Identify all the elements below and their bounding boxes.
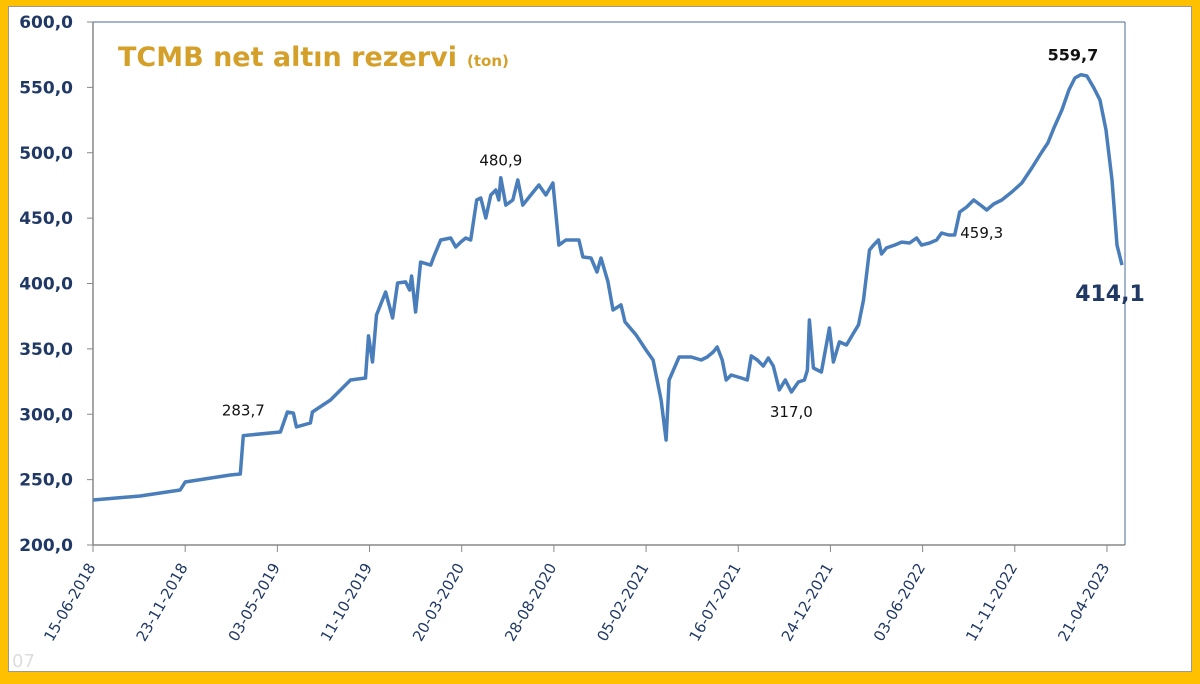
marks: 283,7 480,9 317,0 459,3 559,7 414,1 [92, 46, 1145, 502]
y-tick-label: 350,0 [19, 340, 73, 360]
x-tick-label: 20-03-2020 [409, 560, 468, 645]
x-tick-label: 28-08-2020 [501, 560, 560, 645]
y-tick-label: 550,0 [19, 78, 73, 98]
x-tick-label: 05-02-2021 [593, 560, 652, 645]
data-label: 414,1 [1075, 282, 1145, 307]
y-tick-label: 300,0 [19, 405, 73, 425]
x-tick-label: 23-11-2018 [132, 560, 191, 645]
x-tick-label: 03-05-2019 [225, 560, 284, 645]
series-line [92, 72, 1124, 502]
chart-title-unit: (ton) [467, 52, 509, 70]
y-tick-label: 400,0 [19, 275, 73, 295]
data-label: 283,7 [222, 402, 265, 420]
x-tick-label: 11-10-2019 [317, 560, 376, 645]
x-tick-label: 15-06-2018 [40, 560, 99, 645]
x-tick-label: 03-06-2022 [870, 560, 929, 645]
data-label: 480,9 [479, 152, 522, 170]
x-tick-label: 11-11-2022 [962, 560, 1021, 645]
y-tick-label: 500,0 [19, 144, 73, 164]
data-label: 317,0 [770, 403, 813, 421]
y-tick-label: 600,0 [19, 13, 73, 33]
watermark-text: 07 [12, 651, 35, 672]
axes: 200,0 250,0 300,0 350,0 400,0 450,0 500,0 550,0… [12, 13, 1126, 672]
chart-title: TCMB net altın rezervi [118, 42, 457, 73]
y-tick-label: 200,0 [19, 536, 73, 556]
x-tick-label: 24-12-2021 [778, 560, 837, 645]
chart-frame [8, 6, 1192, 672]
x-tick-label: 21-04-2023 [1054, 560, 1113, 645]
y-tick-label: 250,0 [19, 471, 73, 491]
x-tick-label: 16-07-2021 [686, 560, 745, 645]
data-label: 459,3 [960, 224, 1003, 242]
y-tick-label: 450,0 [19, 209, 73, 229]
data-label: 559,7 [1048, 46, 1099, 65]
